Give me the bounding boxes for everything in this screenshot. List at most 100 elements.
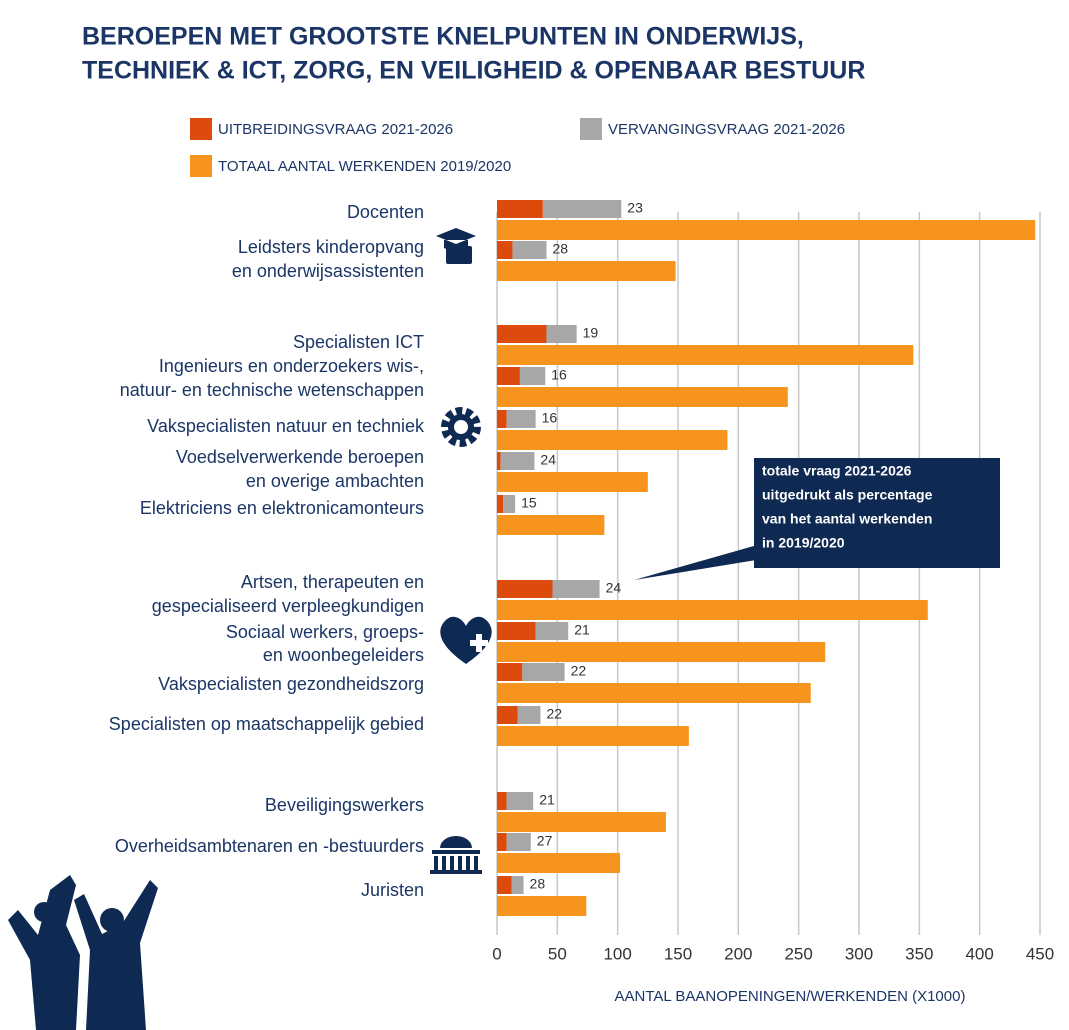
people-silhouette — [74, 880, 158, 1030]
bar — [535, 622, 569, 640]
category-label: Vakspecialisten gezondheidszorg — [158, 674, 424, 694]
percent-label: 16 — [542, 410, 558, 426]
bar — [522, 663, 565, 681]
bar — [497, 642, 826, 662]
category-label: Voedselverwerkende beroepen — [176, 447, 424, 467]
bar — [497, 410, 507, 428]
bar — [497, 663, 523, 681]
category-label: Leidsters kinderopvang — [238, 237, 424, 257]
bar — [497, 726, 689, 746]
bar — [497, 495, 504, 513]
bar — [497, 387, 788, 407]
percent-label: 21 — [574, 622, 590, 638]
x-tick-label: 50 — [548, 944, 567, 963]
x-tick-label: 300 — [845, 944, 873, 963]
legend-label: VERVANGINGSVRAAG 2021-2026 — [608, 121, 845, 138]
bar — [506, 792, 534, 810]
percent-label: 24 — [606, 580, 622, 596]
bar — [519, 367, 546, 385]
category-label: Docenten — [347, 202, 424, 222]
category-label: natuur- en technische wetenschappen — [120, 380, 424, 400]
bar — [500, 452, 535, 470]
category-label: en overige ambachten — [246, 471, 424, 491]
percent-label: 28 — [530, 876, 546, 892]
x-tick-label: 400 — [965, 944, 993, 963]
bar — [497, 706, 518, 724]
category-label: Vakspecialisten natuur en techniek — [147, 416, 425, 436]
bar — [497, 472, 648, 492]
annotation-text: van het aantal werkenden — [762, 511, 932, 527]
x-tick-label: 150 — [664, 944, 692, 963]
bar — [497, 367, 520, 385]
bar — [497, 345, 914, 365]
bar — [497, 430, 728, 450]
icon-plus — [470, 634, 488, 652]
percent-label: 23 — [627, 200, 643, 216]
icon-screen — [446, 246, 472, 264]
percent-label: 22 — [571, 663, 587, 679]
bar — [497, 452, 501, 470]
percent-label: 28 — [552, 241, 568, 257]
x-tick-label: 350 — [905, 944, 933, 963]
bar — [517, 706, 541, 724]
bar — [512, 241, 547, 259]
category-label: Juristen — [361, 880, 424, 900]
bar — [503, 495, 516, 513]
x-tick-label: 450 — [1026, 944, 1054, 963]
icon-gear — [448, 414, 474, 440]
bar — [506, 833, 531, 851]
x-axis-label: AANTAL BAANOPENINGEN/WERKENDEN (X1000) — [615, 988, 966, 1005]
legend-swatch — [190, 118, 212, 140]
bar — [497, 261, 676, 281]
bar — [497, 833, 507, 851]
annotation-text: totale vraag 2021-2026 — [762, 463, 912, 479]
chart-title: TECHNIEK & ICT, ZORG, EN VEILIGHEID & OP… — [82, 57, 865, 85]
category-label: Specialisten op maatschappelijk gebied — [109, 714, 424, 734]
bar — [497, 622, 536, 640]
icons — [8, 228, 492, 1030]
percent-label: 27 — [537, 833, 553, 849]
bar — [497, 792, 507, 810]
icon-cap — [436, 228, 476, 251]
annotation-box — [754, 458, 1000, 568]
percent-label: 15 — [521, 495, 537, 511]
bar — [542, 200, 622, 218]
category-label: Elektriciens en elektronicamonteurs — [140, 498, 424, 518]
people-silhouette — [100, 908, 124, 932]
category-label: Specialisten ICT — [293, 332, 424, 352]
percent-label: 16 — [551, 367, 567, 383]
bar — [497, 200, 543, 218]
annotation-text: in 2019/2020 — [762, 535, 845, 551]
x-tick-label: 250 — [784, 944, 812, 963]
bar — [546, 325, 577, 343]
bar — [497, 600, 928, 620]
legend-swatch — [190, 155, 212, 177]
x-tick-label: 200 — [724, 944, 752, 963]
bar — [497, 876, 512, 894]
bar — [552, 580, 600, 598]
percent-label: 22 — [546, 706, 562, 722]
percent-label: 19 — [583, 325, 599, 341]
category-label: gespecialiseerd verpleegkundigen — [152, 596, 424, 616]
bar — [497, 853, 621, 873]
x-tick-label: 0 — [492, 944, 501, 963]
bar — [497, 220, 1036, 240]
icon-heart — [440, 616, 492, 664]
icon-building — [430, 836, 482, 874]
percent-label: 21 — [539, 792, 555, 808]
category-label: en onderwijsassistenten — [232, 261, 424, 281]
legend-label: TOTAAL AANTAL WERKENDEN 2019/2020 — [218, 158, 511, 175]
x-tick-label: 100 — [603, 944, 631, 963]
bar — [497, 325, 547, 343]
icon-gear — [441, 407, 481, 447]
people-silhouette — [34, 902, 54, 922]
annotation-text: uitgedrukt als percentage — [762, 487, 933, 503]
bar — [497, 241, 513, 259]
category-label: Sociaal werkers, groeps- — [226, 622, 424, 642]
category-label: Overheidsambtenaren en -bestuurders — [115, 836, 424, 856]
people-silhouette — [8, 875, 80, 1030]
category-label: Artsen, therapeuten en — [241, 572, 424, 592]
bar — [497, 812, 666, 832]
bar — [497, 896, 587, 916]
